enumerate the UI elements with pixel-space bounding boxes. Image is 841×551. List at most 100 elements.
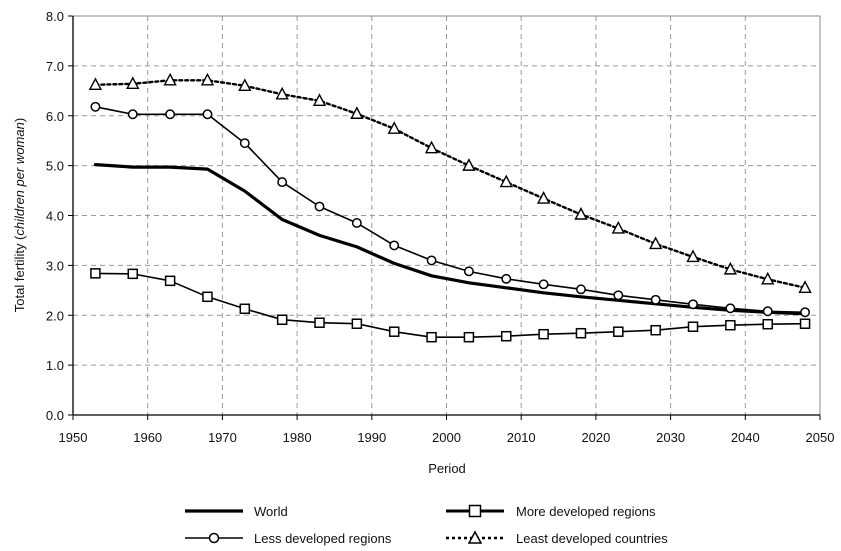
x-tick-labels: 1950 1960 1970 1980 1990 2000 2010 2020 2030 2040… bbox=[59, 430, 835, 445]
data-point bbox=[126, 76, 140, 90]
data-point bbox=[650, 324, 661, 336]
x-tick-label: 1960 bbox=[133, 430, 162, 445]
data-point bbox=[650, 294, 661, 305]
x-tick-label: 1970 bbox=[208, 430, 237, 445]
data-point bbox=[350, 106, 364, 119]
y-tick-label: 2.0 bbox=[46, 308, 64, 323]
data-point bbox=[424, 140, 439, 154]
data-point bbox=[499, 174, 513, 188]
data-point bbox=[762, 306, 773, 317]
legend-marker-less-developed bbox=[208, 532, 220, 544]
series-line-less-developed-regions bbox=[94, 106, 806, 314]
legend-item-less-developed: Less developed regions bbox=[185, 531, 392, 546]
y-tick-label: 7.0 bbox=[46, 59, 64, 74]
x-tick-label: 2040 bbox=[731, 430, 760, 445]
data-point bbox=[649, 236, 663, 250]
y-tick-label: 6.0 bbox=[46, 109, 64, 124]
data-point bbox=[762, 318, 773, 330]
data-point bbox=[277, 177, 288, 188]
data-point bbox=[426, 255, 437, 266]
data-point bbox=[127, 109, 138, 120]
data-point bbox=[574, 206, 588, 220]
grid bbox=[73, 16, 820, 415]
legend-label-more-developed: More developed regions bbox=[516, 504, 656, 519]
data-point bbox=[90, 101, 101, 112]
series-line-least-developed-countries bbox=[94, 79, 807, 289]
series-line-more-developed-regions bbox=[94, 272, 806, 339]
y-tick-label: 8.0 bbox=[46, 9, 64, 24]
series-less-developed-regions bbox=[90, 101, 811, 318]
legend: World More developed regions Less develo… bbox=[185, 504, 668, 546]
x-tick-label: 2000 bbox=[432, 430, 461, 445]
data-point bbox=[351, 218, 362, 228]
y-axis-title-prefix: Total fertility ( bbox=[12, 235, 27, 312]
y-axis-title-italic: children per woman bbox=[12, 122, 27, 235]
data-point bbox=[426, 331, 437, 343]
data-point bbox=[239, 303, 251, 315]
axes bbox=[68, 15, 821, 420]
data-point bbox=[761, 271, 775, 285]
data-point bbox=[686, 249, 700, 263]
data-point bbox=[799, 318, 811, 329]
data-point bbox=[687, 321, 699, 332]
data-point bbox=[165, 109, 176, 120]
data-point bbox=[613, 326, 624, 337]
data-point bbox=[538, 328, 549, 340]
x-tick-label: 2050 bbox=[806, 430, 835, 445]
x-tick-label: 2020 bbox=[581, 430, 610, 445]
y-axis-title-suffix: ) bbox=[12, 118, 27, 122]
y-tick-label: 0.0 bbox=[46, 408, 64, 423]
data-point bbox=[389, 240, 400, 251]
y-axis-title: Total fertility (children per woman) bbox=[12, 118, 27, 312]
data-point bbox=[463, 266, 474, 277]
data-point bbox=[88, 77, 103, 91]
data-point bbox=[388, 326, 400, 337]
legend-label-world: World bbox=[254, 504, 288, 519]
legend-label-least-developed: Least developed countries bbox=[516, 531, 668, 546]
y-tick-label: 5.0 bbox=[46, 159, 64, 174]
y-tick-label: 4.0 bbox=[46, 209, 64, 224]
y-tick-labels: 0.0 1.0 2.0 3.0 4.0 5.0 6.0 7.0 8.0 bbox=[46, 9, 64, 423]
data-point bbox=[536, 191, 551, 204]
legend-marker-least-developed bbox=[467, 530, 483, 544]
data-point bbox=[723, 261, 738, 275]
x-tick-label: 1950 bbox=[59, 430, 88, 445]
x-tick-label: 2030 bbox=[656, 430, 685, 445]
data-point bbox=[538, 279, 549, 290]
series-world bbox=[93, 163, 807, 316]
data-point bbox=[314, 201, 325, 212]
data-point bbox=[127, 268, 139, 280]
data-point bbox=[611, 220, 625, 234]
data-point bbox=[576, 284, 586, 295]
x-tick-label: 1990 bbox=[357, 430, 386, 445]
series-more-developed-regions bbox=[90, 268, 811, 343]
series-line-world bbox=[93, 163, 807, 316]
legend-item-world: World bbox=[185, 504, 288, 519]
x-axis-title: Period bbox=[428, 461, 466, 476]
data-point bbox=[200, 72, 215, 86]
legend-label-less-developed: Less developed regions bbox=[254, 531, 392, 546]
data-point bbox=[575, 327, 587, 339]
data-point bbox=[798, 280, 812, 294]
data-point bbox=[202, 291, 213, 303]
data-point bbox=[387, 121, 401, 134]
data-point bbox=[314, 317, 325, 328]
data-point bbox=[463, 331, 475, 343]
data-point bbox=[163, 72, 177, 86]
legend-item-more-developed: More developed regions bbox=[446, 504, 656, 519]
data-point bbox=[238, 78, 252, 92]
y-tick-label: 3.0 bbox=[46, 258, 64, 273]
series-least-developed-countries bbox=[88, 72, 812, 294]
data-point bbox=[501, 273, 512, 284]
data-point bbox=[351, 318, 363, 329]
data-point bbox=[725, 303, 736, 314]
data-point bbox=[800, 307, 811, 318]
data-point bbox=[239, 138, 250, 149]
data-point bbox=[275, 86, 289, 100]
data-point bbox=[164, 275, 176, 287]
data-point bbox=[613, 290, 624, 301]
data-point bbox=[688, 299, 698, 310]
data-point bbox=[202, 109, 213, 120]
x-tick-label: 1980 bbox=[283, 430, 312, 445]
legend-item-least-developed: Least developed countries bbox=[446, 530, 668, 546]
